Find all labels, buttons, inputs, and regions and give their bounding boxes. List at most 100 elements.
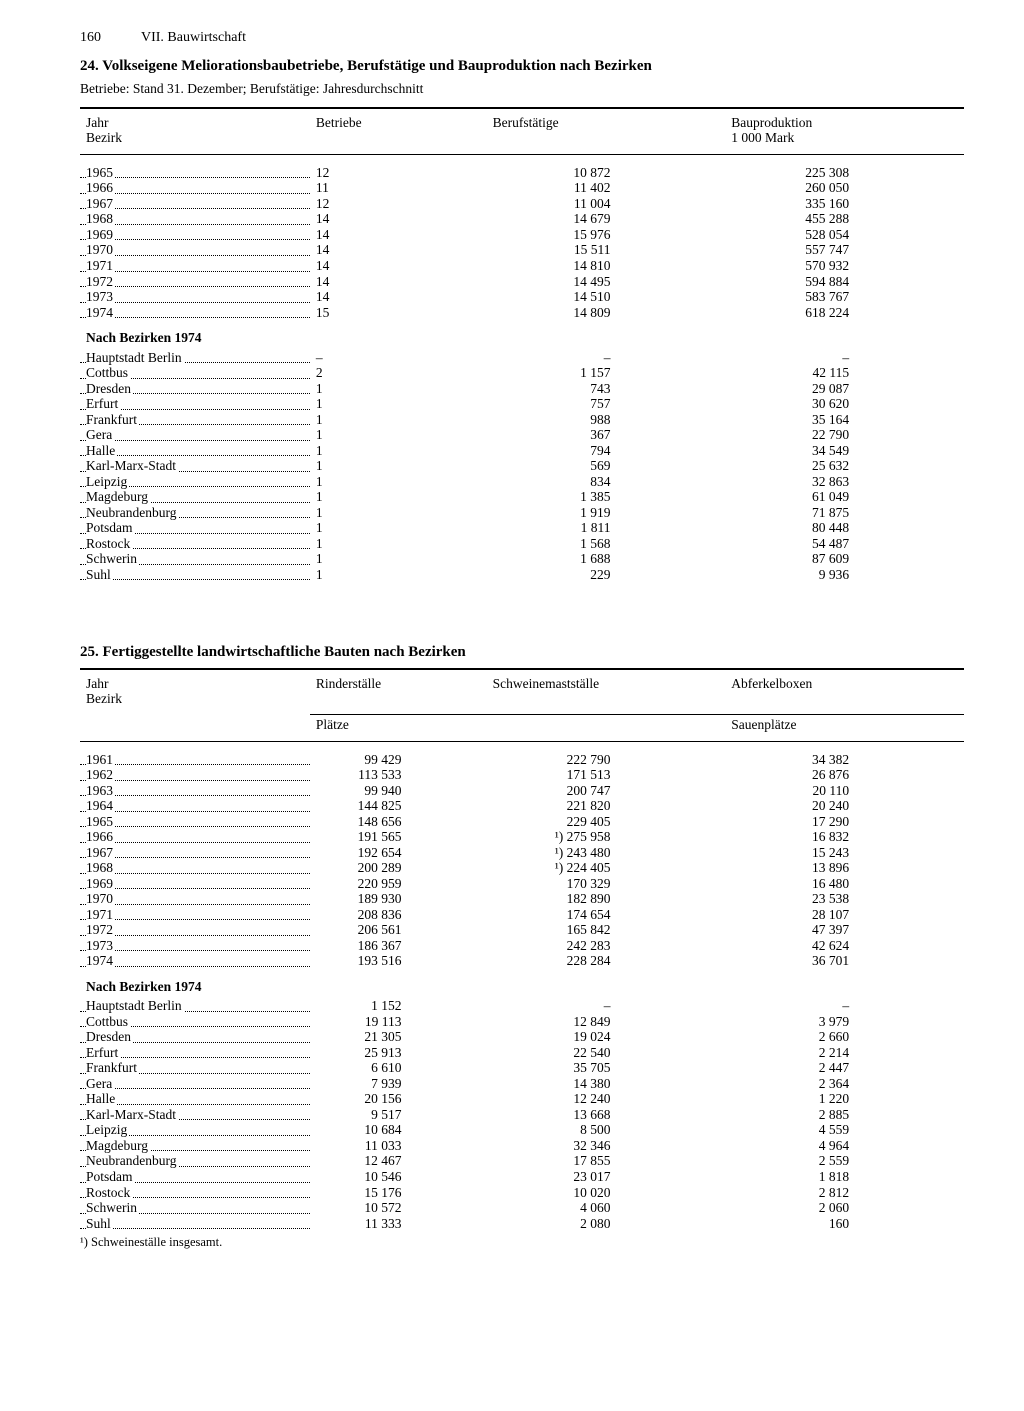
table-row: 1970 14 15 511 557 747	[80, 242, 964, 258]
table-cell: 192 654	[310, 845, 487, 861]
row-label: Schwerin	[80, 551, 310, 567]
col-berufstaetige: Berufstätige	[487, 109, 726, 154]
table-cell: 20 110	[725, 783, 964, 799]
row-label: Neubrandenburg	[80, 505, 310, 521]
table-row: 1971 14 14 810 570 932	[80, 258, 964, 274]
table-cell: 1	[310, 443, 487, 459]
table-row: Erfurt 1 757 30 620	[80, 396, 964, 412]
row-label: 1968	[80, 860, 310, 876]
table-cell: 160	[725, 1216, 964, 1232]
table-row: 1967 192 654 ¹) 243 480 15 243	[80, 845, 964, 861]
table-row: 1970 189 930 182 890 23 538	[80, 891, 964, 907]
row-label: 1965	[80, 165, 310, 181]
table-cell: 242 283	[487, 938, 726, 954]
table-cell: 20 240	[725, 798, 964, 814]
table-cell: 11 033	[310, 1138, 487, 1154]
row-label: 1969	[80, 876, 310, 892]
table-cell: 222 790	[487, 752, 726, 768]
table-cell: ¹) 224 405	[487, 860, 726, 876]
table-cell: 1	[310, 412, 487, 428]
table-cell: 36 701	[725, 953, 964, 969]
table-cell: 1 688	[487, 551, 726, 567]
row-label: 1966	[80, 180, 310, 196]
table-cell: 4 559	[725, 1122, 964, 1138]
table-cell: 9 936	[725, 567, 964, 583]
row-label: 1973	[80, 938, 310, 954]
subhead-plaetze: Plätze	[310, 715, 725, 741]
row-label: Gera	[80, 427, 310, 443]
table25: JahrBezirk Rinderställe Schweinemaststäl…	[80, 670, 964, 1232]
table24-subtitle: Betriebe: Stand 31. Dezember; Berufstäti…	[80, 81, 964, 97]
table-cell: 11 402	[487, 180, 726, 196]
row-label: Magdeburg	[80, 489, 310, 505]
row-label: 1968	[80, 211, 310, 227]
table-cell: 19 024	[487, 1029, 726, 1045]
table-row: Erfurt 25 913 22 540 2 214	[80, 1045, 964, 1061]
table-cell: 10 020	[487, 1185, 726, 1201]
table-cell: 1 385	[487, 489, 726, 505]
col-abferkel: Abferkelboxen	[725, 670, 964, 715]
row-label: Halle	[80, 1091, 310, 1107]
table-cell: 2 812	[725, 1185, 964, 1201]
table-cell: 7 939	[310, 1076, 487, 1092]
row-label: 1972	[80, 922, 310, 938]
table-cell: 25 913	[310, 1045, 487, 1061]
table-cell: 455 288	[725, 211, 964, 227]
row-label: Cottbus	[80, 1014, 310, 1030]
table-cell: 200 289	[310, 860, 487, 876]
table-row: Karl-Marx-Stadt 9 517 13 668 2 885	[80, 1107, 964, 1123]
table-cell: 20 156	[310, 1091, 487, 1107]
table-cell: 42 624	[725, 938, 964, 954]
table-row: 1966 11 11 402 260 050	[80, 180, 964, 196]
table-cell: 1 811	[487, 520, 726, 536]
table-cell: 19 113	[310, 1014, 487, 1030]
table-cell: 182 890	[487, 891, 726, 907]
table-cell: 47 397	[725, 922, 964, 938]
section-row: Nach Bezirken 1974	[80, 320, 964, 350]
table-row: Halle 1 794 34 549	[80, 443, 964, 459]
table-row: Gera 1 367 22 790	[80, 427, 964, 443]
table-row: Suhl 1 229 9 936	[80, 567, 964, 583]
table-cell: 15 511	[487, 242, 726, 258]
table-cell: 28 107	[725, 907, 964, 923]
table-cell: 208 836	[310, 907, 487, 923]
table-cell: 2	[310, 365, 487, 381]
table-row: Rostock 15 176 10 020 2 812	[80, 1185, 964, 1201]
row-label: Erfurt	[80, 396, 310, 412]
table-cell: 3 979	[725, 1014, 964, 1030]
row-label: 1966	[80, 829, 310, 845]
table-cell: 22 790	[725, 427, 964, 443]
table-row: Suhl 11 333 2 080 160	[80, 1216, 964, 1232]
table-cell: 1	[310, 474, 487, 490]
row-label: Suhl	[80, 567, 310, 583]
col-jahr-bezirk-25: JahrBezirk	[80, 670, 310, 715]
table24: JahrBezirk Betriebe Berufstätige Bauprod…	[80, 109, 964, 582]
table25-colhead-row: JahrBezirk Rinderställe Schweinemaststäl…	[80, 670, 964, 715]
table-cell: 618 224	[725, 305, 964, 321]
table-cell: 2 080	[487, 1216, 726, 1232]
table-cell: 988	[487, 412, 726, 428]
table-cell: 2 214	[725, 1045, 964, 1061]
row-label: 1961	[80, 752, 310, 768]
table-cell: 144 825	[310, 798, 487, 814]
table-row: Hauptstadt Berlin 1 152 – –	[80, 998, 964, 1014]
table-cell: 193 516	[310, 953, 487, 969]
col-schweinemast: Schweinemastställe	[487, 670, 726, 715]
table-cell: 12 240	[487, 1091, 726, 1107]
table-cell: 13 896	[725, 860, 964, 876]
row-label: Rostock	[80, 1185, 310, 1201]
chapter-label: VII. Bauwirtschaft	[141, 30, 246, 46]
table-row: 1972 14 14 495 594 884	[80, 274, 964, 290]
table-cell: 29 087	[725, 381, 964, 397]
table-cell: 14 380	[487, 1076, 726, 1092]
row-label: 1969	[80, 227, 310, 243]
table-cell: 335 160	[725, 196, 964, 212]
table-row: Magdeburg 1 1 385 61 049	[80, 489, 964, 505]
table-cell: 11 333	[310, 1216, 487, 1232]
table-row: 1968 200 289 ¹) 224 405 13 896	[80, 860, 964, 876]
table-cell: 206 561	[310, 922, 487, 938]
row-label: 1967	[80, 845, 310, 861]
table-cell: 228 284	[487, 953, 726, 969]
table-cell: 14 809	[487, 305, 726, 321]
table-row: 1974 15 14 809 618 224	[80, 305, 964, 321]
